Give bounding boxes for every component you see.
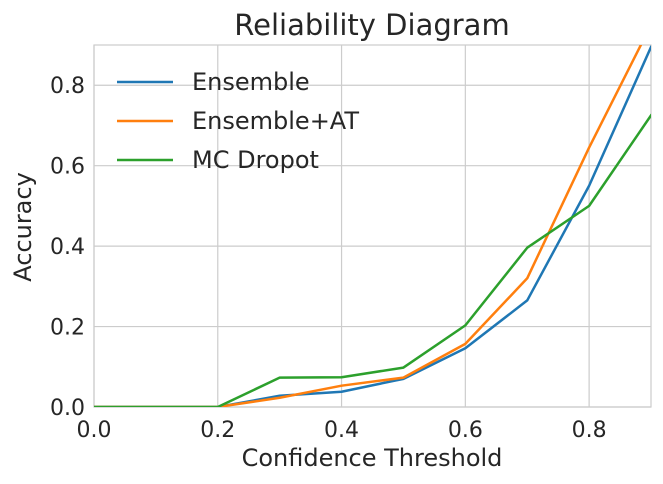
- x-tick-label: 0.4: [324, 418, 359, 443]
- x-axis-label: Confidence Threshold: [242, 444, 503, 472]
- y-tick-label: 0.4: [50, 235, 85, 260]
- x-tick-label: 0.8: [572, 418, 607, 443]
- x-tick-label: 0.0: [77, 418, 112, 443]
- tick-labels: 0.0 0.2 0.4 0.6 0.8 0.0 0.2 0.4 0.6 0.8: [50, 74, 607, 443]
- y-tick-label: 0.0: [50, 396, 85, 421]
- series-line-mc-dropot: [94, 113, 651, 407]
- plot-area: [94, 45, 651, 407]
- legend-label: Ensemble+AT: [192, 107, 359, 135]
- x-tick-label: 0.6: [448, 418, 483, 443]
- legend-label: Ensemble: [192, 68, 310, 96]
- series-line-ensemble: [94, 45, 651, 407]
- legend: Ensemble Ensemble+AT MC Dropot: [117, 68, 359, 174]
- chart-title: Reliability Diagram: [234, 8, 509, 42]
- series-line-ensemble-at: [94, 45, 643, 407]
- y-tick-label: 0.8: [50, 74, 85, 99]
- y-tick-label: 0.2: [50, 316, 85, 341]
- plot-frame: [93, 44, 652, 408]
- y-tick-label: 0.6: [50, 155, 85, 180]
- x-tick-label: 0.2: [200, 418, 235, 443]
- y-axis-label: Accuracy: [9, 172, 37, 282]
- legend-label: MC Dropot: [192, 146, 319, 174]
